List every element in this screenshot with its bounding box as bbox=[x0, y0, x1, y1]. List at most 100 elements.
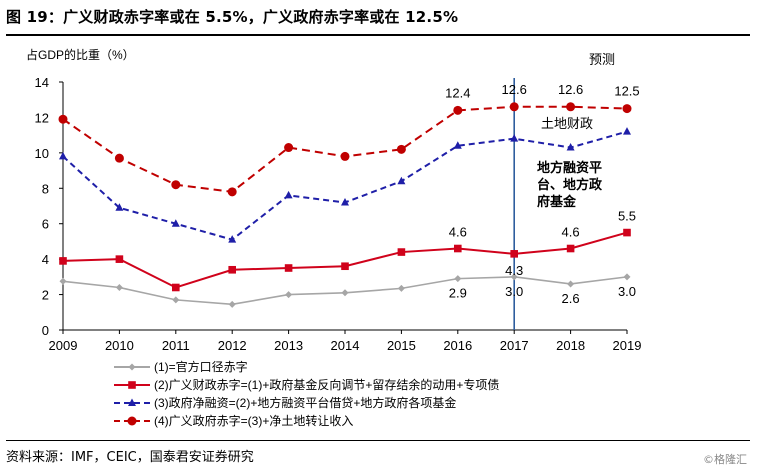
series-4-point bbox=[340, 151, 350, 161]
data-labels: 12.4 12.6 12.6 12.5 4.6 4.3 4.6 5.5 2.9 3.0 2.6 3.0 bbox=[445, 82, 640, 306]
annotation-land-finance: 土地财政 bbox=[541, 116, 593, 131]
y-tick-label: 10 bbox=[35, 146, 49, 161]
annotation-lgfv-1: 地方融资平 bbox=[537, 160, 602, 175]
series-4-point bbox=[566, 102, 576, 112]
data-label: 5.5 bbox=[618, 209, 636, 224]
data-label: 12.5 bbox=[614, 84, 639, 99]
legend-swatch-marker bbox=[127, 416, 137, 426]
legend-label: (4)广义政府赤字=(3)+净土地转让收入 bbox=[154, 413, 353, 428]
series-4-point bbox=[114, 153, 124, 163]
y-tick-label: 4 bbox=[42, 252, 49, 267]
x-tick-label: 2014 bbox=[331, 338, 360, 353]
series-1-point bbox=[623, 273, 631, 281]
series-2-point bbox=[284, 264, 293, 272]
series-1-point bbox=[59, 277, 67, 285]
series-1-point bbox=[228, 300, 236, 308]
series-3 bbox=[59, 127, 631, 243]
series-3-point bbox=[510, 134, 519, 142]
series-layer bbox=[58, 102, 632, 308]
data-label: 12.6 bbox=[502, 82, 527, 97]
series-2-point bbox=[228, 265, 236, 274]
legend-label: (2)广义财政赤字=(1)+政府基金反向调节+留存结余的动用+专项债 bbox=[154, 377, 499, 392]
series-2-point bbox=[623, 228, 631, 237]
series-3-point bbox=[59, 151, 67, 160]
series-2-point bbox=[510, 250, 518, 258]
series-2-point bbox=[115, 255, 124, 263]
series-4-point bbox=[622, 104, 632, 114]
data-label: 12.4 bbox=[445, 85, 470, 100]
figure-title: 图 19：广义财政赤字率或在 5.5%，广义政府赤字率或在 12.5% bbox=[6, 8, 459, 26]
x-tick-label: 2012 bbox=[218, 338, 247, 353]
series-2-point bbox=[341, 262, 349, 271]
title-rule bbox=[6, 34, 750, 36]
y-tick-label: 2 bbox=[42, 288, 49, 303]
x-tick-label: 2010 bbox=[105, 338, 134, 353]
series-1-point bbox=[510, 273, 518, 281]
series-4-point bbox=[284, 143, 294, 153]
series-1-point bbox=[115, 283, 123, 291]
data-label: 3.0 bbox=[505, 284, 523, 299]
series-4 bbox=[58, 102, 632, 197]
series-4-point bbox=[453, 105, 463, 115]
series-2-point bbox=[172, 283, 180, 292]
forecast-label: 预测 bbox=[589, 52, 615, 67]
x-tick-label: 2011 bbox=[162, 338, 190, 353]
y-tick-label: 8 bbox=[42, 181, 49, 196]
data-label: 4.6 bbox=[562, 225, 580, 240]
legend-swatch-marker bbox=[128, 398, 136, 406]
series-1-point bbox=[454, 275, 462, 283]
legend-swatch-marker bbox=[128, 363, 136, 371]
series-1 bbox=[59, 273, 631, 308]
series-2-point bbox=[566, 244, 575, 253]
series-3-point bbox=[171, 219, 180, 227]
data-label: 4.3 bbox=[505, 263, 523, 278]
series-4-point bbox=[58, 114, 68, 124]
series-3-point bbox=[115, 203, 124, 211]
series-3-point bbox=[228, 235, 237, 243]
x-tick-label: 2019 bbox=[613, 338, 642, 353]
series-4-point bbox=[396, 144, 406, 154]
legend-entry-2: (2)广义财政赤字=(1)+政府基金反向调节+留存结余的动用+专项债 bbox=[114, 377, 499, 392]
series-3-point bbox=[284, 190, 293, 199]
legend-label: (1)=官方口径赤字 bbox=[154, 359, 248, 374]
x-tick-label: 2017 bbox=[500, 338, 529, 353]
annotation-lgfv-3: 府基金 bbox=[537, 194, 577, 209]
series-1-point bbox=[341, 289, 349, 297]
y-tick-label: 0 bbox=[42, 323, 49, 338]
source-note: 资料来源：IMF，CEIC，国泰君安证券研究 bbox=[6, 450, 254, 465]
data-label: 2.9 bbox=[449, 286, 467, 301]
y-tick-label: 14 bbox=[35, 75, 49, 90]
series-1-point bbox=[285, 291, 293, 299]
data-label: 4.6 bbox=[449, 225, 467, 240]
series-3-point bbox=[397, 176, 406, 185]
legend-entry-4: (4)广义政府赤字=(3)+净土地转让收入 bbox=[114, 413, 353, 428]
y-tick-label: 12 bbox=[35, 110, 49, 125]
legend-entry-1: (1)=官方口径赤字 bbox=[114, 359, 248, 374]
x-tick-label: 2013 bbox=[274, 338, 303, 353]
series-2-point bbox=[454, 244, 462, 253]
series-2-point bbox=[397, 248, 406, 256]
series-3-point bbox=[453, 141, 462, 149]
x-tick-label: 2016 bbox=[443, 338, 472, 353]
series-2-line bbox=[62, 231, 628, 289]
series-4-point bbox=[171, 180, 181, 190]
legend: (1)=官方口径赤字 (2)广义财政赤字=(1)+政府基金反向调节+留存结余的动用… bbox=[114, 359, 499, 428]
series-3-point bbox=[623, 127, 631, 135]
series-1-point bbox=[567, 280, 575, 288]
legend-entry-3: (3)政府净融资=(2)+地方融资平台借贷+地方政府各项基金 bbox=[114, 395, 456, 410]
x-tick-label: 2015 bbox=[387, 338, 416, 353]
legend-label: (3)政府净融资=(2)+地方融资平台借贷+地方政府各项基金 bbox=[154, 395, 456, 410]
data-label: 12.6 bbox=[558, 82, 583, 97]
y-tick-label: 6 bbox=[42, 217, 49, 232]
series-3-point bbox=[566, 143, 575, 151]
legend-swatch-marker bbox=[128, 381, 136, 389]
annotation-lgfv-2: 台、地方政 bbox=[537, 177, 603, 192]
watermark: ©格隆汇 bbox=[703, 453, 747, 466]
series-4-point bbox=[227, 187, 237, 197]
series-1-point bbox=[172, 296, 180, 304]
x-tick-label: 2018 bbox=[556, 338, 585, 353]
x-tick-label: 2009 bbox=[49, 338, 78, 353]
series-4-point bbox=[509, 102, 519, 112]
series-3-point bbox=[341, 197, 349, 206]
